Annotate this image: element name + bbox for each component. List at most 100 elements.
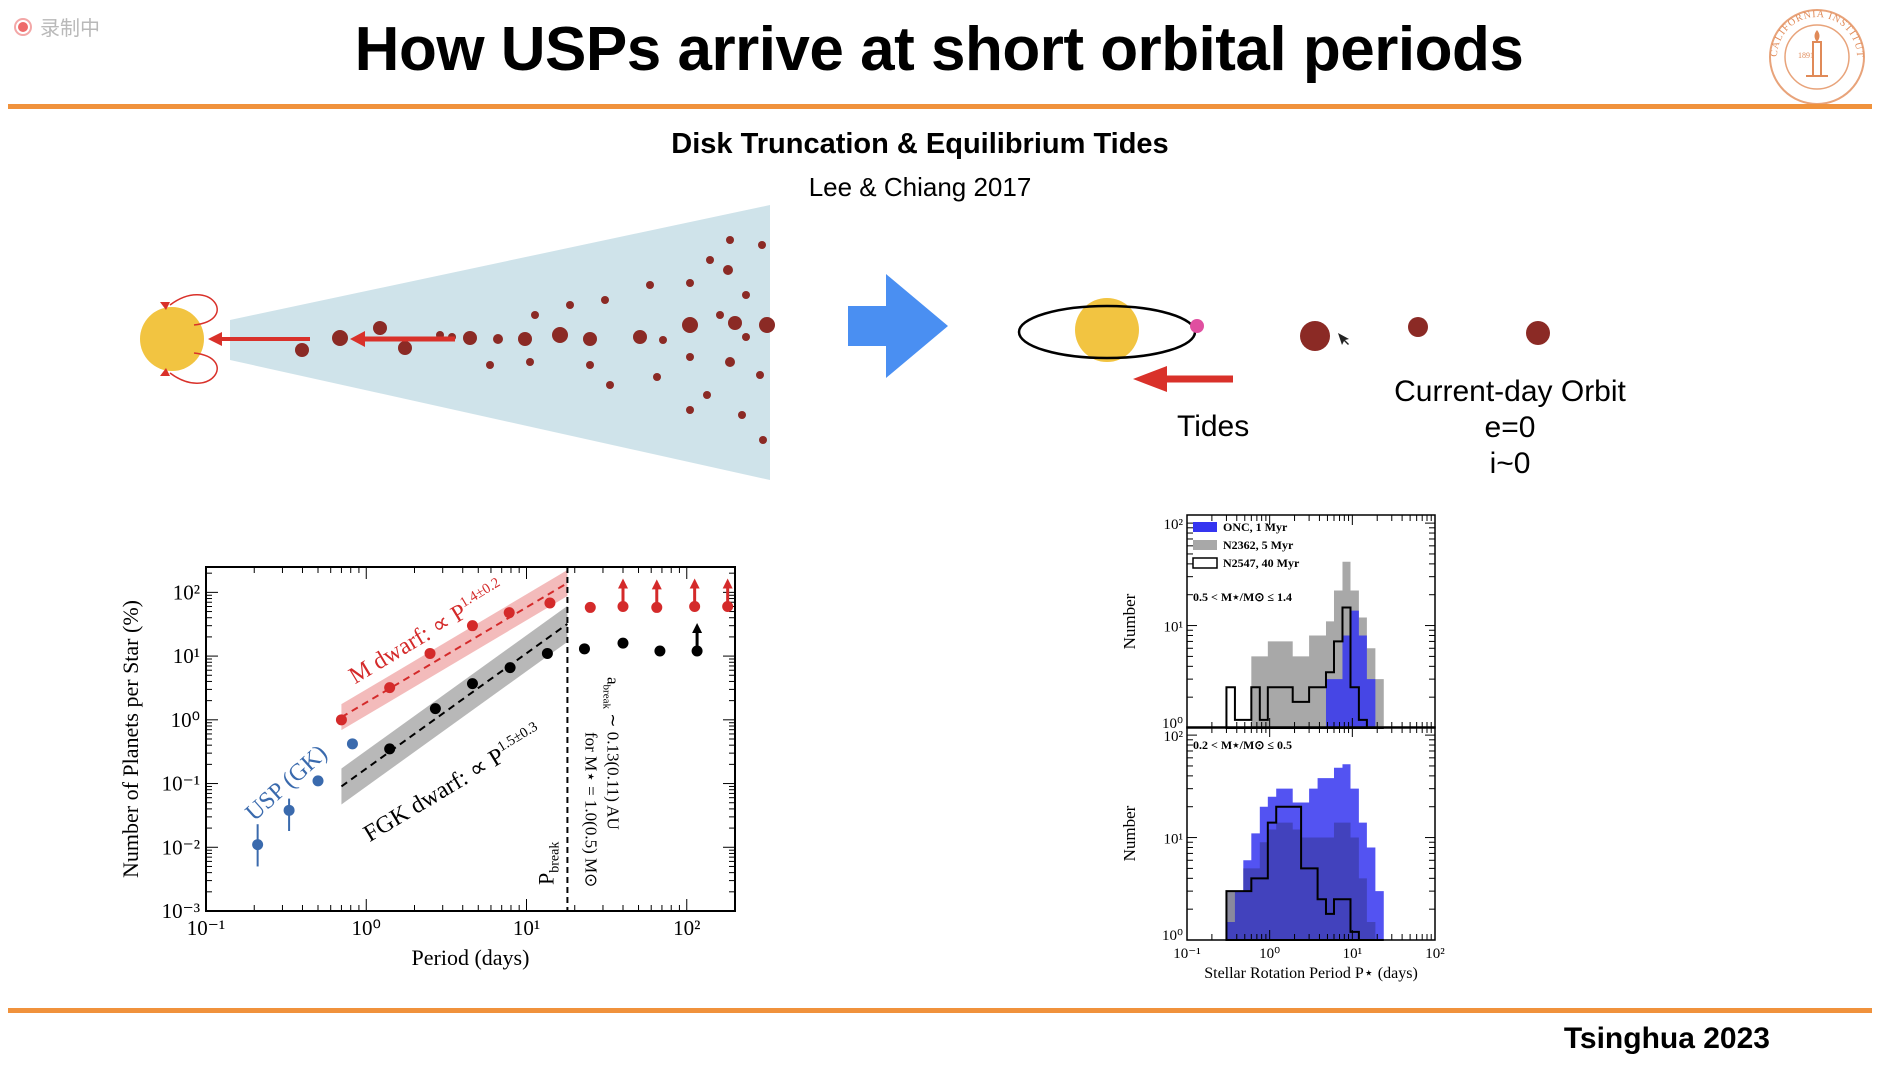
x-tick-label: 10⁰ (352, 916, 381, 940)
usp-point (283, 804, 295, 816)
fgk-point (384, 743, 396, 755)
n2547-histogram (1225, 805, 1384, 941)
fgk-point (466, 678, 478, 690)
y-tick-label: 10² (1164, 517, 1184, 533)
top-divider (8, 104, 1872, 109)
n2362-overlap (1226, 822, 1384, 940)
legend-swatch (1192, 557, 1218, 569)
transition-arrow-icon (848, 274, 948, 378)
bottom-divider (8, 1008, 1872, 1013)
fgk-point (654, 645, 666, 657)
m-dwarf-point (466, 620, 478, 632)
host-star (1075, 298, 1139, 362)
y-tick-label: 10⁰ (1162, 716, 1183, 732)
m-dwarf-point (722, 600, 734, 612)
mass-range-label: 0.5 < M⋆/M⊙ ≤ 1.4 (1193, 590, 1292, 604)
pbreak-label: Pbreak (533, 842, 562, 885)
x-tick-label: 10¹ (513, 916, 540, 940)
legend-swatch (1193, 540, 1217, 550)
fgk-point (617, 637, 629, 649)
m-dwarf-point (335, 714, 347, 726)
m-dwarf-point (544, 597, 556, 609)
onc-histogram (1226, 610, 1384, 728)
legend-entry: N2362, 5 Myr (1223, 538, 1294, 552)
footer-label: Tsinghua 2023 (1563, 1022, 1770, 1055)
fgk-point (691, 645, 703, 657)
x-tick-label: 10² (1425, 946, 1445, 962)
mass-range-label: 0.2 < M⋆/M⊙ ≤ 0.5 (1193, 738, 1292, 752)
orbit-description: Current-day Orbit e=0 i~0 (1380, 374, 1640, 482)
m-dwarf-limit-arrowhead (722, 578, 733, 589)
y-tick-label: 10⁻² (162, 835, 200, 859)
recording-indicator[interactable]: 录制中 (14, 12, 100, 41)
seal-year: 1891 (1798, 51, 1814, 60)
y-tick-label: 10⁻¹ (162, 772, 200, 796)
m-dwarf-point (384, 682, 396, 694)
fgk-point (578, 643, 590, 655)
usp-point (312, 775, 324, 787)
recording-label: 录制中 (40, 18, 100, 40)
y-tick-label: 10⁰ (1162, 928, 1183, 944)
usp-point (252, 839, 264, 851)
legend-entry: N2547, 40 Myr (1223, 556, 1300, 570)
usp-point (346, 738, 358, 750)
axis-ticks (205, 567, 736, 912)
caltech-seal-logo: CALIFORNIA INSTITUTE OF TECHNOLOGY 1891 (1762, 2, 1865, 105)
onc-histogram (1226, 764, 1384, 940)
m-dwarf-limit-arrowhead (617, 578, 628, 589)
y-axis-label: Number of Planets per Star (%) (118, 600, 143, 878)
x-tick-label: 10⁰ (1259, 946, 1280, 962)
disk-truncation-diagram (140, 205, 775, 480)
usp-planet (1190, 319, 1204, 333)
fgk-point (429, 703, 441, 715)
outer-planet (1300, 321, 1330, 351)
m-dwarf-fit-line (340, 582, 568, 719)
x-tick-label: 10² (673, 916, 700, 940)
plot-frame (205, 566, 736, 912)
slide-title: How USPs arrive at short orbital periods (354, 15, 1524, 84)
disk-planets (295, 236, 775, 444)
m-dwarf-point (584, 601, 596, 613)
record-icon (14, 17, 32, 36)
y-tick-label: 10¹ (1164, 620, 1184, 636)
orbit-title: Current-day Orbit (1394, 375, 1626, 408)
outer-planet (1408, 317, 1428, 337)
orbit-eccentricity: e=0 (1484, 411, 1536, 444)
fgk-point (504, 662, 516, 674)
x-axis-label: Stellar Rotation Period P⋆ (days) (1204, 965, 1418, 982)
m-dwarf-point (651, 601, 663, 613)
x-tick-label: 10¹ (1343, 946, 1363, 962)
fgk-limit-arrowhead (692, 623, 703, 634)
current-orbit-diagram (1017, 298, 1550, 392)
y-axis-label: Number (1120, 593, 1139, 649)
y-tick-label: 10¹ (173, 644, 200, 668)
central-star (140, 307, 204, 371)
panel-frame (1186, 726, 1436, 941)
y-tick-label: 10² (173, 580, 200, 604)
m-dwarf-limit-arrowhead (689, 578, 700, 589)
x-tick-label: 10⁻¹ (187, 916, 225, 940)
legend-entry: ONC, 1 Myr (1223, 520, 1288, 534)
reference-citation: Lee & Chiang 2017 (808, 172, 1032, 202)
orbit-inclination: i~0 (1489, 447, 1531, 480)
magnetic-field-line (169, 352, 218, 384)
fgk-point (541, 647, 553, 659)
abreak-label: abreak ∼ 0.13(0.11) AU (600, 677, 622, 830)
m-dwarf-point (503, 607, 515, 619)
y-tick-label: 10⁻³ (162, 899, 200, 923)
panel-ticks (1186, 727, 1436, 941)
magnetic-field-line (169, 294, 218, 326)
y-axis-label: Number (1120, 805, 1139, 861)
y-tick-label: 10² (1164, 729, 1184, 745)
x-tick-label: 10⁻¹ (1173, 946, 1200, 962)
fgk-dwarf-band (341, 605, 568, 805)
section-subtitle: Disk Truncation & Equilibrium Tides (671, 128, 1169, 160)
x-axis-label: Period (days) (412, 945, 530, 970)
rotation-period-chart: 10⁰ 10¹ 10² Number 0.5 < M⋆/M⊙ ≤ 1.4 10⁰ 10¹ 10… (1120, 514, 1445, 982)
legend-swatch (1193, 522, 1217, 532)
m-dwarf-point (689, 600, 701, 612)
m-dwarf-point (617, 600, 629, 612)
outer-planet (1526, 321, 1550, 345)
y-tick-label: 10¹ (1164, 832, 1184, 848)
m-dwarf-limit-arrowhead (651, 579, 662, 590)
